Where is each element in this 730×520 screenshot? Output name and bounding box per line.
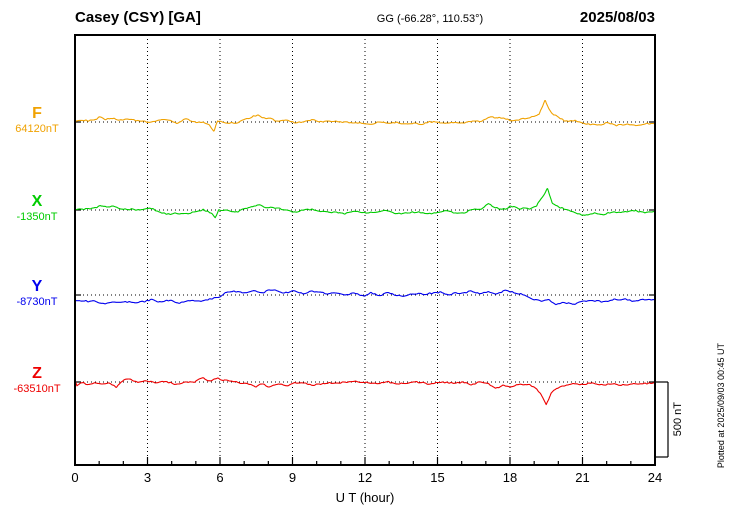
x-tick-label: 3 (143, 470, 152, 485)
plotted-at-text: Plotted at 2025/09/03 00:45 UT (716, 342, 726, 468)
trace-letter-z: Z (32, 365, 42, 382)
x-tick-label: 0 (71, 470, 79, 485)
x-tick-label: 15 (430, 470, 445, 485)
trace-label-x: X -1350nT (4, 193, 70, 224)
trace-baseline-y: -8730nT (16, 296, 58, 309)
observation-date: 2025/08/03 (579, 9, 655, 26)
trace-baseline-f: 64120nT (15, 123, 59, 136)
station-title: Casey (CSY) [GA] (75, 9, 201, 26)
trace-label-z: Z -63510nT (4, 365, 70, 396)
x-tick-label: 24 (647, 470, 663, 485)
plotted-at-note: Plotted at 2025/09/03 00:45 UT (716, 343, 726, 470)
trace-baseline-x: -1350nT (16, 211, 58, 224)
trace-label-y: Y -8730nT (4, 278, 70, 309)
x-axis-label: U T (hour) (335, 490, 395, 505)
trace-letter-y: Y (31, 278, 43, 295)
x-tick-label: 18 (502, 470, 518, 485)
x-tick-label: 21 (575, 470, 590, 485)
trace-letter-x: X (31, 193, 43, 210)
geographic-coords: GG (-66.28°, 110.53°) (376, 13, 484, 25)
x-tick-label: 6 (216, 470, 224, 485)
x-tick-label: 12 (357, 470, 373, 485)
x-tick-label: 9 (288, 470, 297, 485)
scale-bar-text: 500 nT (672, 402, 684, 437)
trace-baseline-z: -63510nT (13, 383, 61, 396)
scale-bar-label: 500 nT (672, 382, 684, 457)
trace-letter-f: F (32, 105, 42, 122)
trace-label-f: F 64120nT (4, 105, 70, 136)
